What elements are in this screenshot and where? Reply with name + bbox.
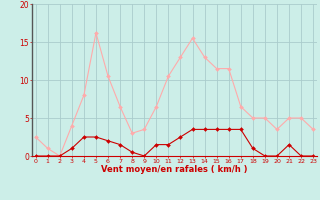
X-axis label: Vent moyen/en rafales ( km/h ): Vent moyen/en rafales ( km/h ) (101, 165, 248, 174)
